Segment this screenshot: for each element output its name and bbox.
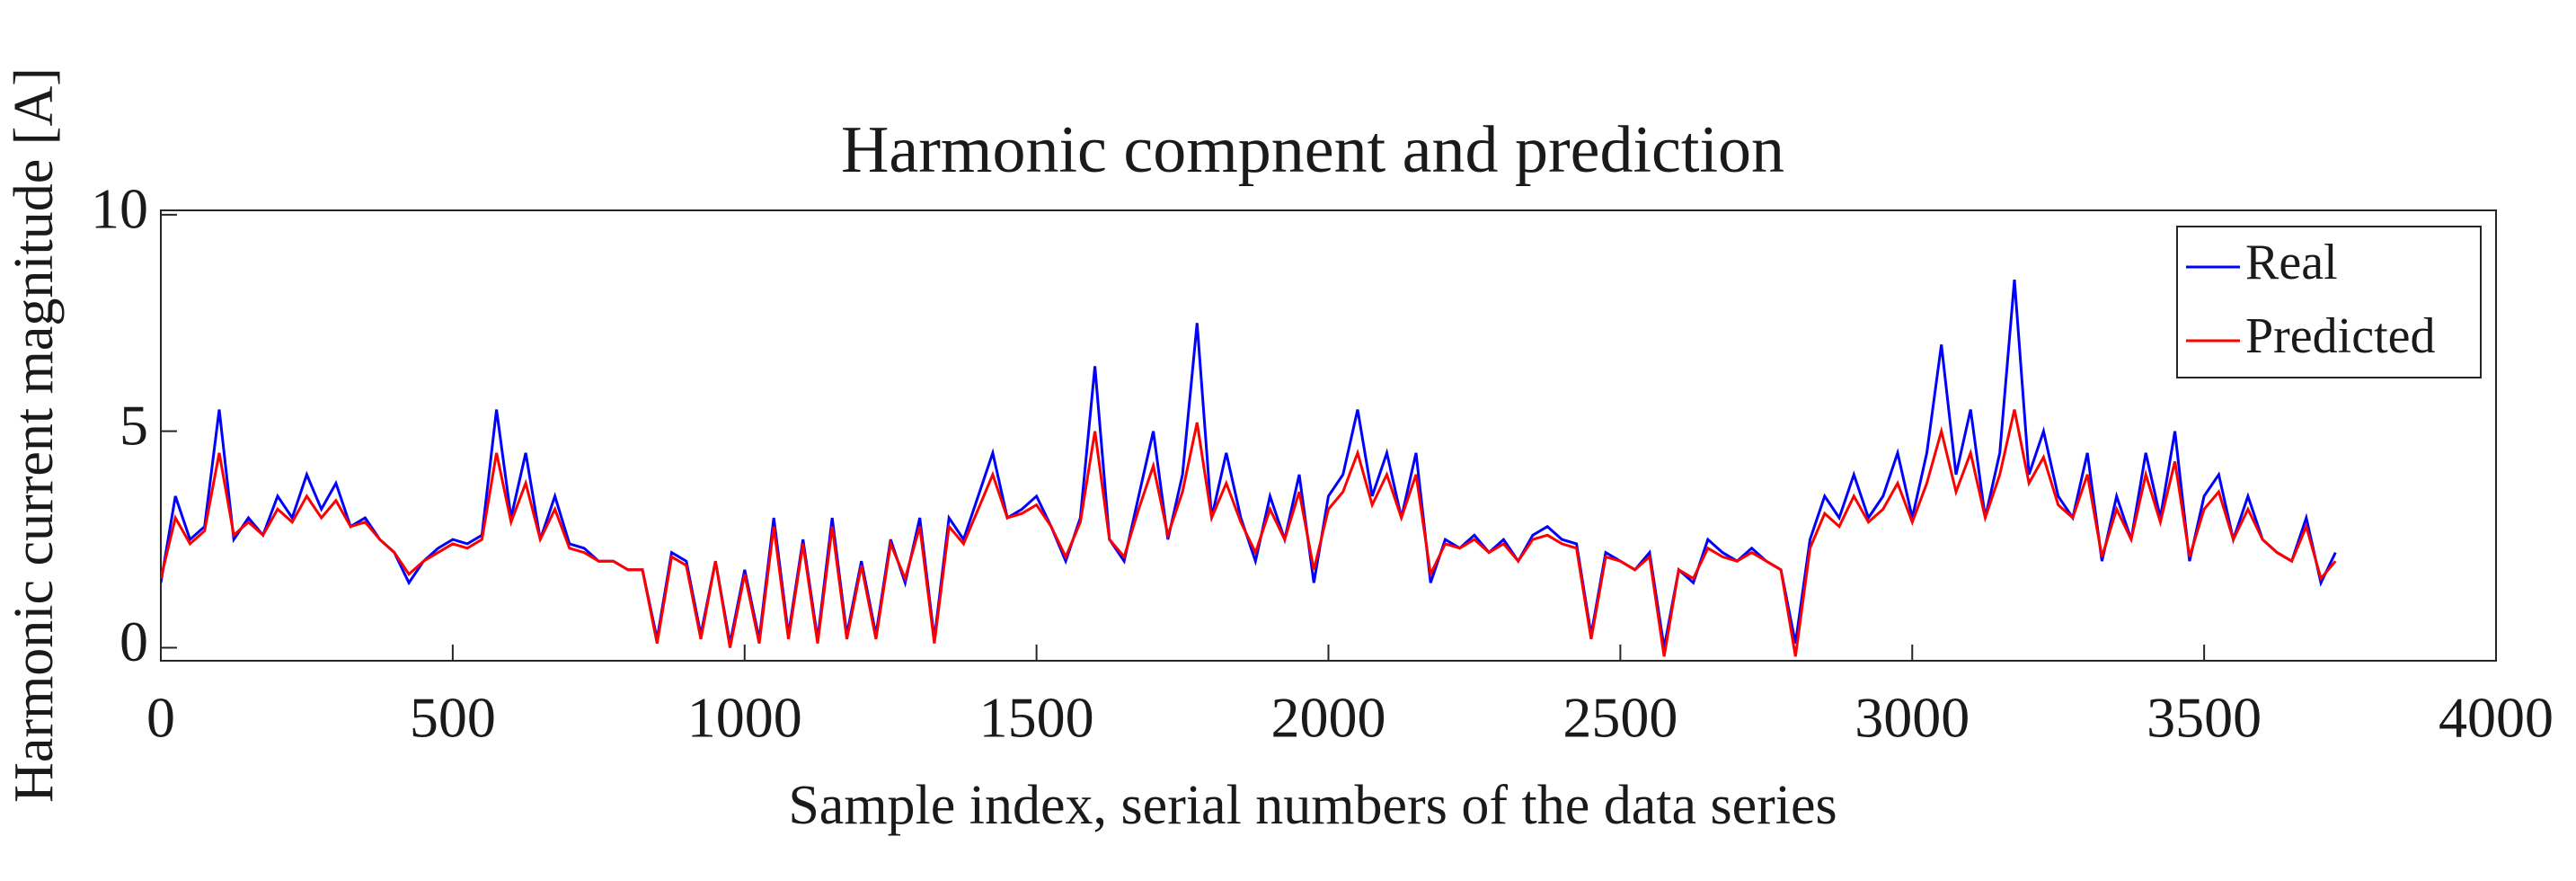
x-tick-label: 3500 xyxy=(2147,686,2262,750)
x-tick-label: 0 xyxy=(146,686,175,750)
x-tick-label: 2500 xyxy=(1562,686,1677,750)
legend-box xyxy=(2176,226,2482,378)
x-tick-label: 2000 xyxy=(1271,686,1386,750)
plot-area xyxy=(160,209,2497,662)
y-tick-label: 0 xyxy=(120,610,148,673)
x-axis-label: Sample index, serial numbers of the data… xyxy=(788,775,1837,836)
chart-title: Harmonic compnent and prediction xyxy=(841,113,1784,187)
x-tick-label: 1500 xyxy=(979,686,1094,750)
x-tick-label: 500 xyxy=(410,686,496,750)
legend-label: Predicted xyxy=(2245,308,2435,364)
y-axis-label: Harmonic current magnitude [A] xyxy=(4,67,65,803)
x-tick-label: 3000 xyxy=(1855,686,1970,750)
y-tick-label: 5 xyxy=(120,393,148,457)
x-tick-label: 1000 xyxy=(687,686,802,750)
x-tick-label: 4000 xyxy=(2439,686,2554,750)
legend-label: Real xyxy=(2245,235,2338,290)
line-series xyxy=(161,409,2337,657)
y-tick-label: 10 xyxy=(91,177,148,241)
